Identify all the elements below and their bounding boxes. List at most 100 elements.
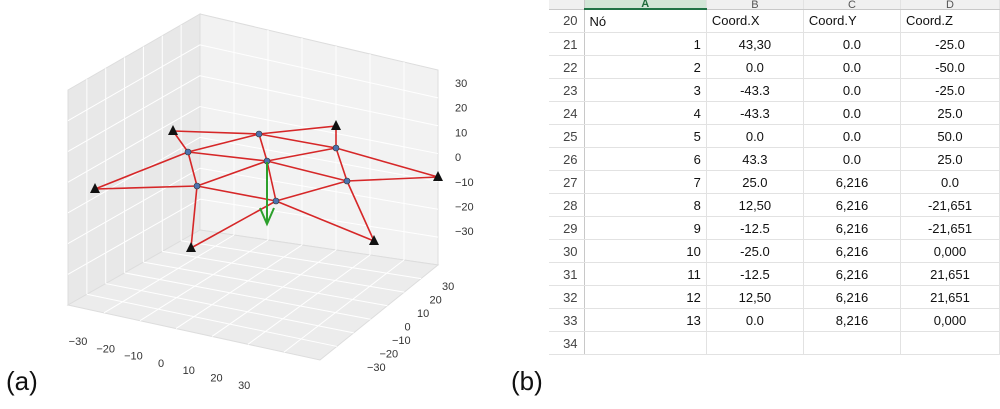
cell-empty[interactable]	[900, 331, 1000, 355]
spreadsheet: A B C D 20 Nó Coord.X Coord.Y Coord.Z 21…	[549, 0, 1000, 400]
row-number[interactable]: 33	[549, 308, 585, 332]
cell-coord-x[interactable]: 43.3	[706, 147, 804, 171]
x-tick-label: 10	[183, 365, 195, 377]
cell-coord-z[interactable]: -25.0	[900, 78, 1000, 102]
x-tick-label: 20	[210, 373, 222, 385]
cell-coord-x[interactable]: 0.0	[706, 124, 804, 148]
cell-coord-y[interactable]: 0.0	[803, 124, 902, 148]
cell-node-header[interactable]: Nó	[584, 9, 707, 33]
grid-line	[86, 293, 337, 347]
row-number[interactable]: 24	[549, 101, 585, 125]
grid-line	[199, 44, 439, 99]
cell-coord-z[interactable]: 25.0	[900, 101, 1000, 125]
cell-coord-y[interactable]: 6,216	[803, 170, 902, 194]
cell-coord-x[interactable]: -12.5	[706, 262, 804, 286]
cell-coord-y[interactable]: 6,216	[803, 216, 902, 240]
cell-coord-y[interactable]: 6,216	[803, 285, 902, 309]
cell-node[interactable]: 10	[584, 239, 707, 263]
column-header-d[interactable]: D	[900, 0, 1000, 10]
table-row: 28 8 12,50 6,216 -21,651	[549, 193, 1000, 217]
row-number[interactable]: 32	[549, 285, 585, 309]
cell-node[interactable]: 4	[584, 101, 707, 125]
row-number[interactable]: 20	[549, 9, 585, 33]
cell-coord-y[interactable]: 0.0	[803, 101, 902, 125]
cell-coord-y[interactable]: 6,216	[803, 262, 902, 286]
cell-coord-x-header[interactable]: Coord.X	[706, 9, 804, 33]
y-tick-label: −20	[380, 349, 399, 361]
cell-node[interactable]: 7	[584, 170, 707, 194]
cell-node[interactable]: 2	[584, 55, 707, 79]
cell-coord-z[interactable]: 21,651	[900, 285, 1000, 309]
cell-coord-z-header[interactable]: Coord.Z	[900, 9, 1000, 33]
cell-node[interactable]: 9	[584, 216, 707, 240]
column-header-c[interactable]: C	[803, 0, 902, 10]
cell-coord-x[interactable]: -43.3	[706, 101, 804, 125]
cell-node[interactable]: 13	[584, 308, 707, 332]
cell-coord-z[interactable]: 0.0	[900, 170, 1000, 194]
cell-node[interactable]: 12	[584, 285, 707, 309]
row-number[interactable]: 31	[549, 262, 585, 286]
corner-cell[interactable]	[549, 0, 585, 10]
row-number[interactable]: 28	[549, 193, 585, 217]
cell-node[interactable]: 11	[584, 262, 707, 286]
column-header-a[interactable]: A	[584, 0, 707, 10]
cell-coord-z[interactable]: -25.0	[900, 32, 1000, 56]
cell-coord-x[interactable]: 0.0	[706, 55, 804, 79]
cell-coord-x[interactable]: -25.0	[706, 239, 804, 263]
cell-node[interactable]: 6	[584, 147, 707, 171]
cell-coord-z[interactable]: 25.0	[900, 147, 1000, 171]
y-tick-label: −30	[367, 362, 386, 374]
cell-coord-z[interactable]: 50.0	[900, 124, 1000, 148]
cell-coord-y[interactable]: 0.0	[803, 32, 902, 56]
table-row-empty: 34	[549, 331, 1000, 355]
cell-coord-z[interactable]: -50.0	[900, 55, 1000, 79]
row-number[interactable]: 34	[549, 331, 585, 355]
row-number[interactable]: 27	[549, 170, 585, 194]
cell-empty[interactable]	[584, 331, 707, 355]
cell-coord-x[interactable]: 0.0	[706, 308, 804, 332]
row-number[interactable]: 21	[549, 32, 585, 56]
row-number[interactable]: 30	[549, 239, 585, 263]
row-number[interactable]: 26	[549, 147, 585, 171]
cell-empty[interactable]	[706, 331, 804, 355]
cell-coord-z[interactable]: 21,651	[900, 262, 1000, 286]
row-number[interactable]: 22	[549, 55, 585, 79]
row-number[interactable]: 25	[549, 124, 585, 148]
truss-member	[187, 151, 268, 162]
truss-member	[275, 180, 348, 202]
cell-coord-y-header[interactable]: Coord.Y	[803, 9, 902, 33]
y-tick-label: 10	[417, 308, 429, 320]
table-row: 30 10 -25.0 6,216 0,000	[549, 239, 1000, 263]
cell-coord-z[interactable]: -21,651	[900, 193, 1000, 217]
cell-coord-y[interactable]: 0.0	[803, 78, 902, 102]
table-row: 24 4 -43.3 0.0 25.0	[549, 101, 1000, 125]
cell-coord-x[interactable]: -12.5	[706, 216, 804, 240]
table-header-row: 20 Nó Coord.X Coord.Y Coord.Z	[549, 9, 1000, 33]
cell-node[interactable]: 5	[584, 124, 707, 148]
grid-line	[67, 75, 201, 152]
truss-member	[190, 200, 277, 249]
cell-coord-y[interactable]: 0.0	[803, 147, 902, 171]
support-triangle-icon	[369, 235, 379, 245]
cell-coord-x[interactable]: -43.3	[706, 78, 804, 102]
cell-coord-x[interactable]: 12,50	[706, 285, 804, 309]
cell-coord-y[interactable]: 8,216	[803, 308, 902, 332]
cell-node[interactable]: 8	[584, 193, 707, 217]
cell-node[interactable]: 3	[584, 78, 707, 102]
cell-coord-y[interactable]: 6,216	[803, 239, 902, 263]
grid-line	[199, 75, 439, 127]
cell-coord-z[interactable]: 0,000	[900, 308, 1000, 332]
cell-coord-x[interactable]: 12,50	[706, 193, 804, 217]
cell-coord-z[interactable]: 0,000	[900, 239, 1000, 263]
cell-coord-y[interactable]: 6,216	[803, 193, 902, 217]
truss-member	[196, 160, 268, 187]
row-number[interactable]: 29	[549, 216, 585, 240]
cell-node[interactable]: 1	[584, 32, 707, 56]
cell-coord-z[interactable]: -21,651	[900, 216, 1000, 240]
cell-coord-y[interactable]: 0.0	[803, 55, 902, 79]
cell-empty[interactable]	[803, 331, 902, 355]
cell-coord-x[interactable]: 25.0	[706, 170, 804, 194]
cell-coord-x[interactable]: 43,30	[706, 32, 804, 56]
row-number[interactable]: 23	[549, 78, 585, 102]
column-header-b[interactable]: B	[706, 0, 804, 10]
